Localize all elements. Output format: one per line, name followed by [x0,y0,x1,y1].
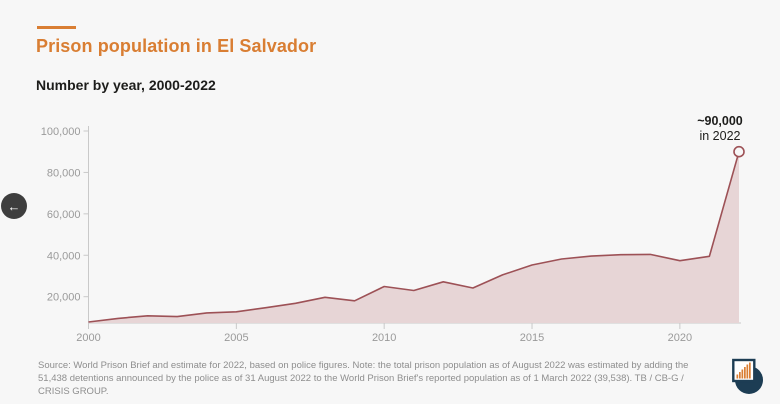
annotation-year: in 2022 [699,129,740,143]
x-tick-label: 2020 [668,332,692,344]
source-note: Source: World Prison Brief and estimate … [38,360,689,397]
left-arrow-icon: ← [7,198,21,214]
y-tick-label: 60,000 [47,209,81,221]
area-fill [88,151,739,323]
annotation-value: ~90,000 [697,114,743,128]
trend-line [88,151,740,323]
logo-bars-icon [736,362,751,379]
datawrapper-logo [732,358,763,394]
y-tick-label: 40,000 [47,250,81,262]
previous-slide-button[interactable]: ← [1,193,27,219]
x-tick-label: 2005 [224,332,248,344]
tick-labels-layer: 20,000 40,000 60,000 80,000 100,000 2000 2005 2… [41,126,692,344]
y-tick-label: 20,000 [47,292,81,304]
page-subtitle: Number by year, 2000-2022 [36,77,216,93]
x-tick-label: 2010 [372,332,396,344]
logo-square [732,358,756,383]
y-tick-label: 100,000 [41,126,81,138]
x-tick-label: 2000 [76,332,100,344]
kicker-bar [37,26,76,29]
page-title: Prison population in El Salvador [36,36,317,56]
y-tick-label: 80,000 [47,167,81,179]
end-marker [733,145,745,158]
x-tick-label: 2015 [520,332,544,344]
bottom-strip [0,404,780,411]
